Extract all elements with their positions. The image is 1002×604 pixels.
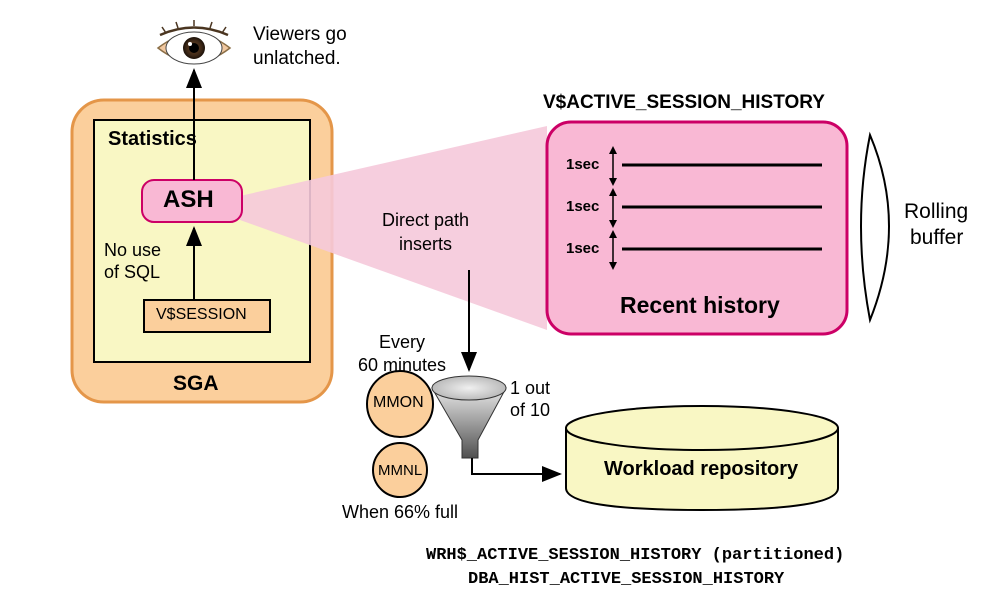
sec2-label: 1sec (566, 198, 599, 215)
eye-icon (158, 20, 230, 64)
unlatched-label: unlatched. (253, 48, 341, 70)
one-out-label: 1 out (510, 378, 550, 399)
dba-line: DBA_HIST_ACTIVE_SESSION_HISTORY (468, 570, 784, 589)
sga-label: SGA (173, 372, 219, 396)
vash-title-label: V$ACTIVE_SESSION_HISTORY (543, 92, 825, 114)
when-full-label: When 66% full (342, 502, 458, 523)
sec1-label: 1sec (566, 156, 599, 173)
sixty-min-label: 60 minutes (358, 355, 446, 376)
no-use-label: No use (104, 240, 161, 261)
viewers-go-label: Viewers go (253, 24, 347, 46)
mmon-label: MMON (373, 394, 424, 412)
ash-label: ASH (163, 186, 214, 214)
rolling-buffer-lens (861, 135, 889, 320)
of-ten-label: of 10 (510, 400, 550, 421)
every-label: Every (379, 332, 425, 353)
wrh-line: WRH$_ACTIVE_SESSION_HISTORY (partitioned… (426, 546, 844, 565)
diagram-svg (0, 0, 1002, 604)
vsession-label: V$SESSION (156, 306, 247, 324)
sec3-label: 1sec (566, 240, 599, 257)
mmnl-label: MMNL (378, 462, 422, 479)
buffer-label: buffer (910, 226, 963, 250)
arrow-funnel-repo (472, 458, 560, 474)
of-sql-label: of SQL (104, 262, 160, 283)
workload-repo-label: Workload repository (604, 458, 798, 481)
statistics-label: Statistics (108, 128, 197, 151)
funnel-icon (432, 376, 506, 458)
rolling-label: Rolling (904, 200, 968, 224)
recent-history-label: Recent history (620, 292, 780, 319)
inserts-label: inserts (399, 234, 452, 255)
ash-architecture-diagram: Viewers go unlatched. Statistics ASH No … (0, 0, 1002, 604)
direct-path-label: Direct path (382, 210, 469, 231)
